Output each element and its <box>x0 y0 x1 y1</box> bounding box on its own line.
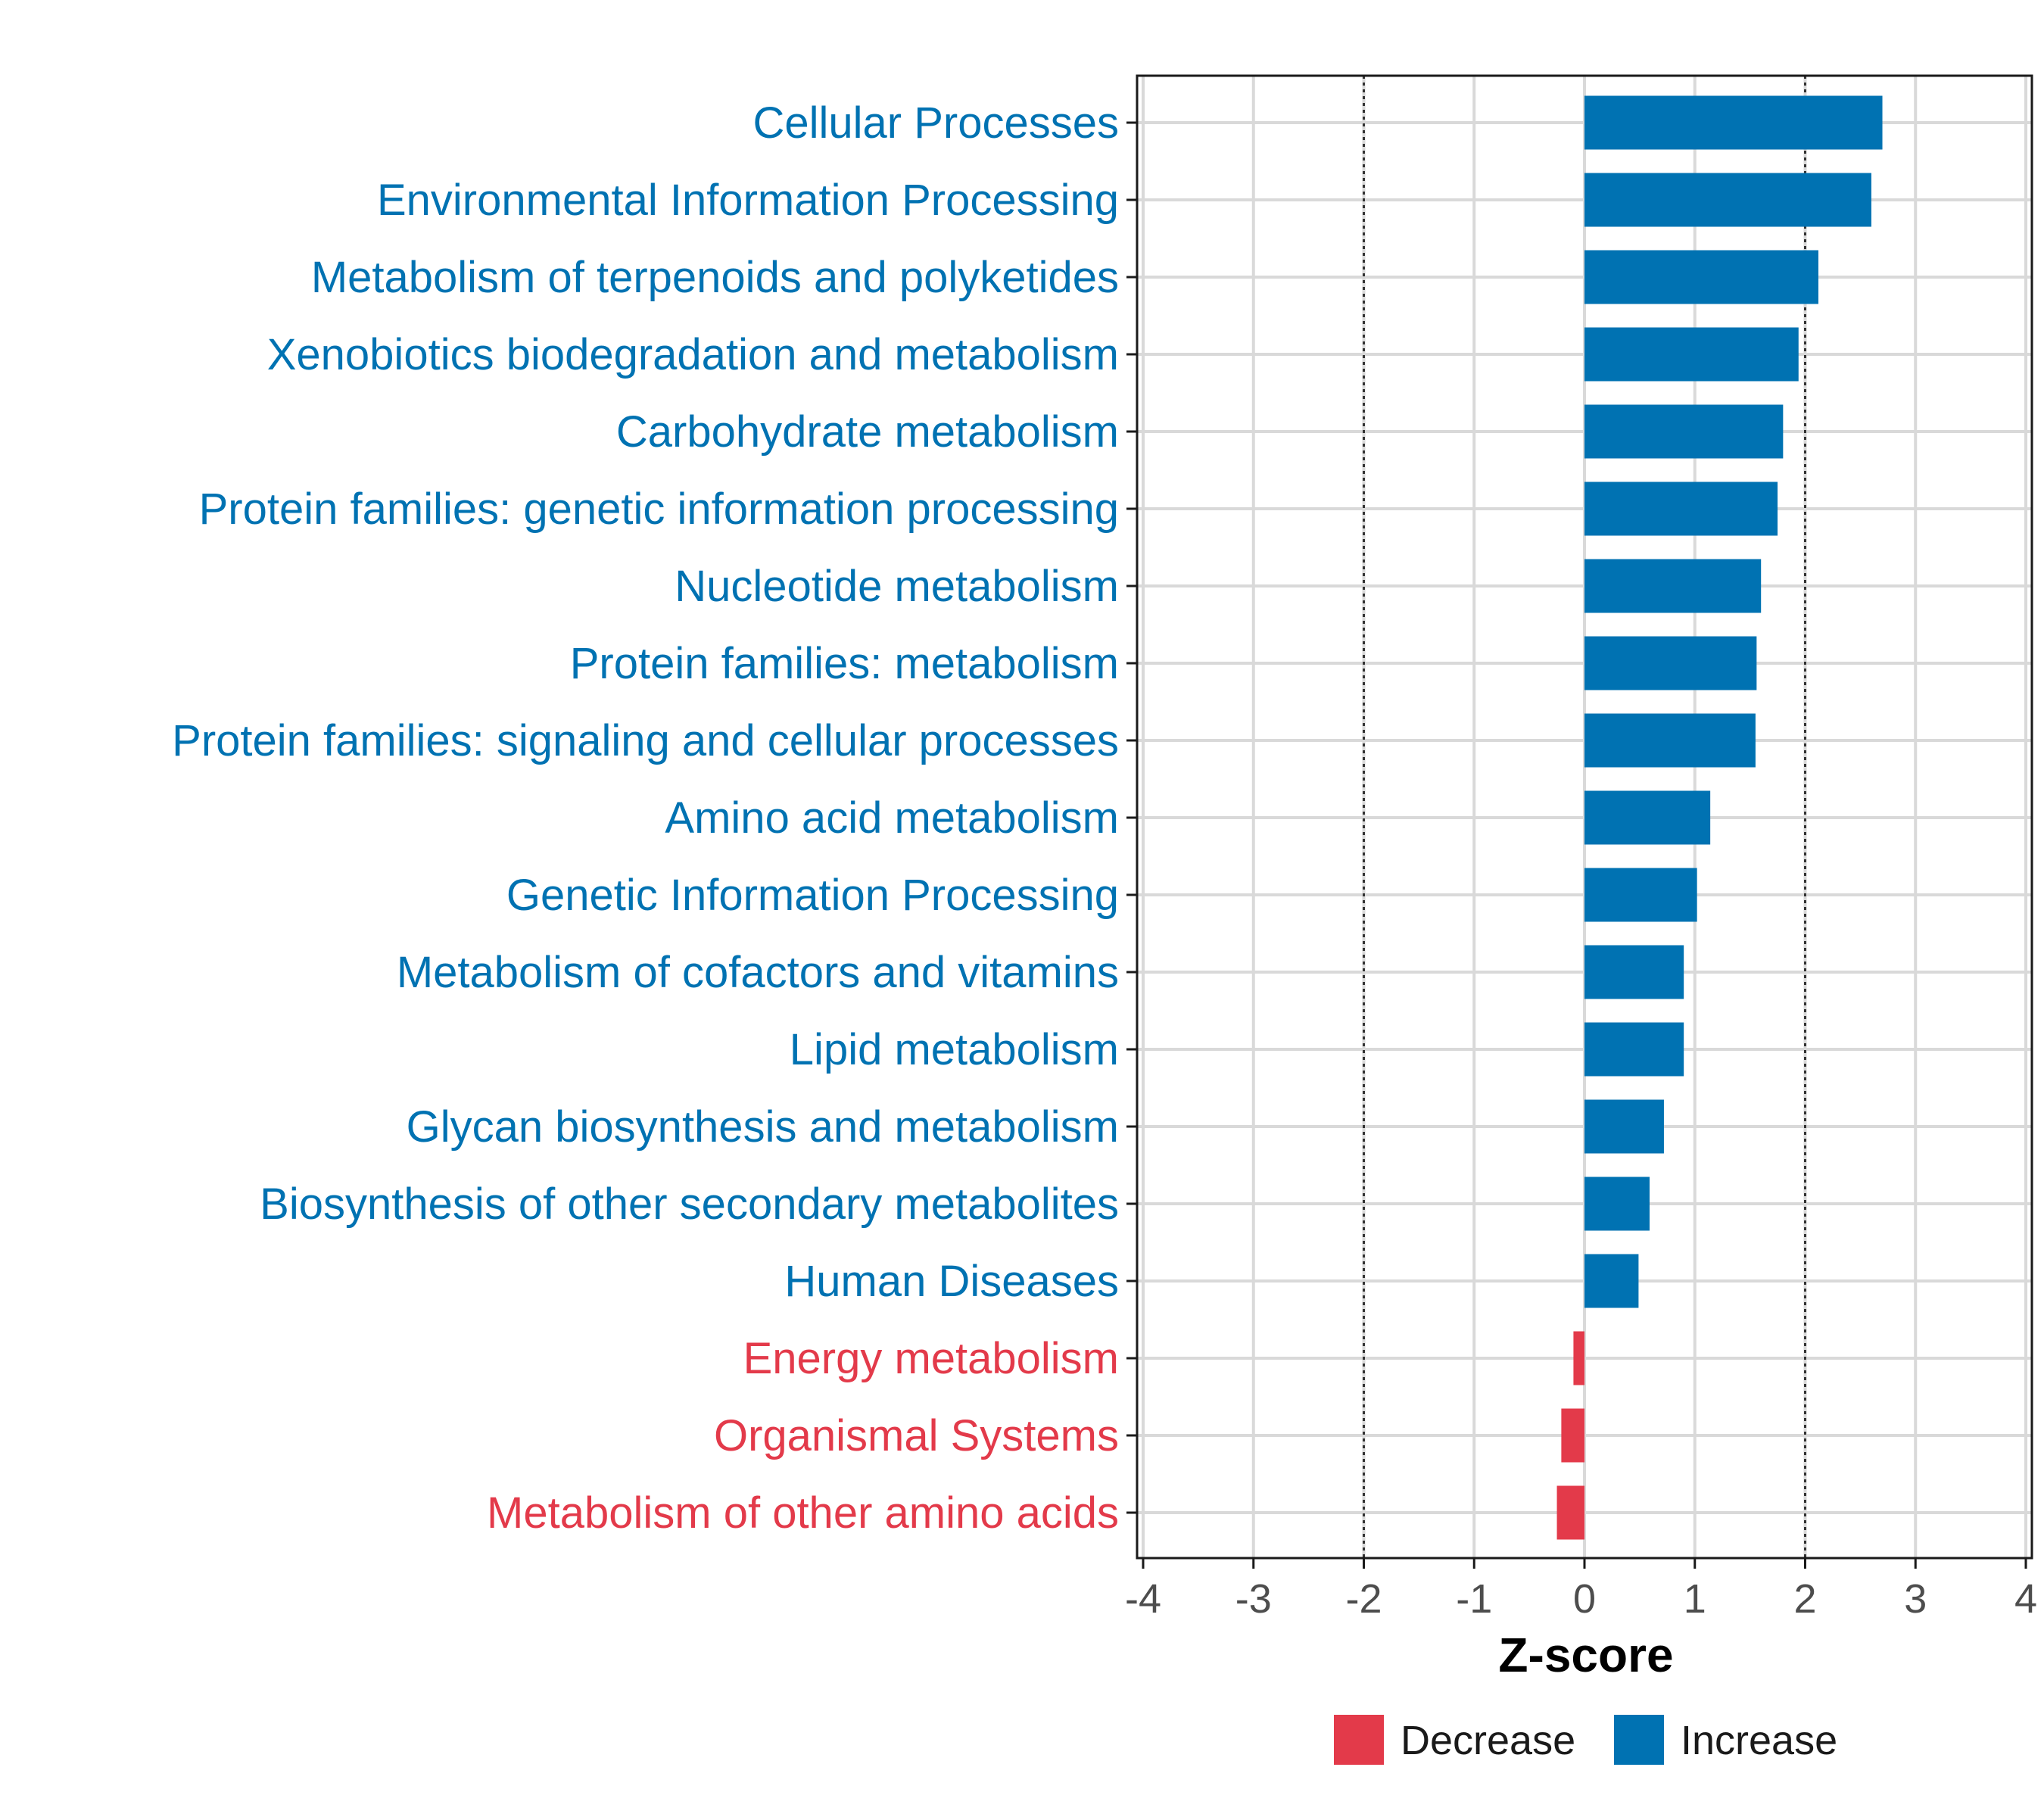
y-axis-ticks <box>1126 121 1137 1514</box>
category-label: Xenobiotics biodegradation and metabolis… <box>267 330 1119 379</box>
category-label: Lipid metabolism <box>790 1025 1119 1074</box>
y-axis-labels: Cellular Processes Environmental Informat… <box>172 98 1119 1538</box>
x-tick-label: -2 <box>1345 1576 1382 1622</box>
bar <box>1584 95 1883 150</box>
bar <box>1584 790 1711 845</box>
category-label: Metabolism of other amino acids <box>487 1488 1119 1538</box>
category-label: Biosynthesis of other secondary metaboli… <box>260 1180 1119 1229</box>
bar <box>1584 1177 1650 1231</box>
bar <box>1561 1408 1584 1463</box>
category-label: Organismal Systems <box>714 1411 1119 1460</box>
x-tick-label: -3 <box>1235 1576 1272 1622</box>
category-label: Glycan biosynthesis and metabolism <box>407 1102 1119 1152</box>
x-tick-label: 1 <box>1684 1576 1706 1622</box>
category-label: Metabolism of terpenoids and polyketides <box>311 253 1119 302</box>
category-label: Genetic Information Processing <box>506 871 1119 920</box>
bar <box>1584 1254 1639 1308</box>
bar <box>1584 1022 1684 1077</box>
bar <box>1573 1331 1584 1385</box>
x-axis-ticks <box>1142 1558 2027 1569</box>
category-label: Cellular Processes <box>752 98 1119 148</box>
legend: Decrease Increase <box>1334 1715 1837 1765</box>
category-label: Metabolism of cofactors and vitamins <box>397 948 1119 997</box>
bar <box>1584 173 1871 227</box>
category-label: Environmental Information Processing <box>377 176 1119 225</box>
bar <box>1584 559 1762 613</box>
bars <box>1556 95 1883 1540</box>
x-tick-label: -4 <box>1125 1576 1161 1622</box>
legend-key-increase <box>1614 1715 1664 1765</box>
bar <box>1584 636 1757 690</box>
category-label: Energy metabolism <box>743 1334 1119 1383</box>
category-label: Nucleotide metabolism <box>675 562 1119 611</box>
bar <box>1556 1485 1584 1540</box>
bar <box>1584 482 1778 536</box>
bar <box>1584 868 1697 922</box>
category-label: Protein families: metabolism <box>570 639 1119 688</box>
bar <box>1584 945 1684 999</box>
x-tick-label: 0 <box>1573 1576 1596 1622</box>
bar <box>1584 327 1799 382</box>
legend-label-increase: Increase <box>1681 1718 1837 1763</box>
x-tick-label: 3 <box>1904 1576 1927 1622</box>
category-label: Protein families: genetic information pr… <box>199 485 1119 534</box>
bar <box>1584 404 1784 459</box>
x-axis-tick-labels: -4 -3 -2 -1 0 1 2 3 4 <box>1125 1576 2037 1622</box>
category-label: Amino acid metabolism <box>665 793 1119 843</box>
legend-key-decrease <box>1334 1715 1384 1765</box>
x-tick-label: 2 <box>1793 1576 1816 1622</box>
bar <box>1584 250 1818 304</box>
x-axis-title: Z-score <box>1498 1628 1673 1682</box>
bar <box>1584 1099 1664 1154</box>
x-tick-label: 4 <box>2014 1576 2037 1622</box>
legend-label-decrease: Decrease <box>1401 1718 1575 1763</box>
x-tick-label: -1 <box>1456 1576 1492 1622</box>
reference-lines <box>1363 76 1806 1558</box>
category-label: Carbohydrate metabolism <box>616 407 1119 457</box>
bar <box>1584 713 1756 768</box>
category-label: Protein families: signaling and cellular… <box>172 716 1119 765</box>
category-label: Human Diseases <box>784 1257 1119 1306</box>
